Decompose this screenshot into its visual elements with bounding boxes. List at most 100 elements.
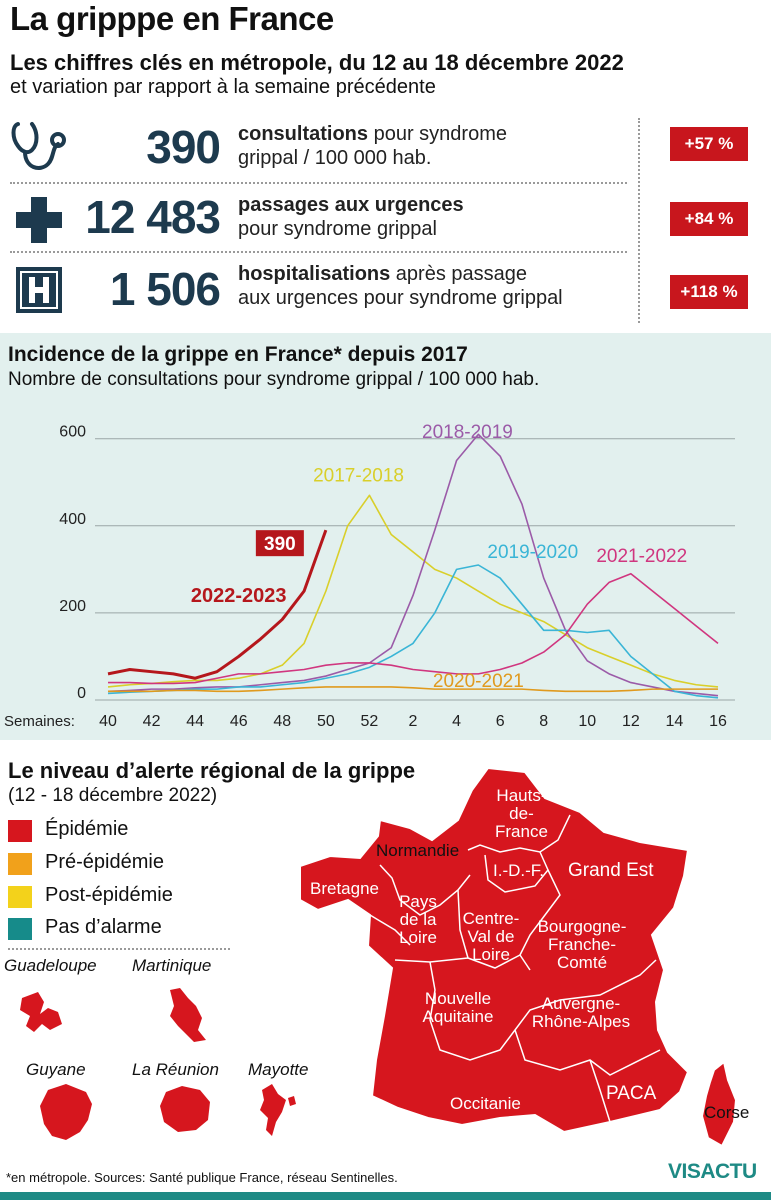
x-tick-label: 40	[99, 713, 117, 730]
region-label-nouvelle-aquitaine: Nouvelle Aquitaine	[412, 990, 504, 1026]
x-tick-label: 4	[452, 713, 461, 730]
current-value-label: 390	[264, 534, 296, 555]
region-label-line: Hauts-	[496, 786, 547, 805]
kpi-urgences-value: 12 483	[85, 191, 221, 243]
x-tick-label: 6	[496, 713, 505, 730]
region-label-centre-val-de-loire: Centre- Val de Loire	[455, 910, 527, 964]
x-tick-label: 12	[622, 713, 640, 730]
x-tick-label: 16	[709, 713, 727, 730]
region-borders	[369, 814, 661, 1123]
visactu-logo: VISACTU	[668, 1160, 757, 1183]
region-label-line: Nouvelle	[424, 989, 492, 1008]
series-label-2019-2020: 2019-2020	[487, 542, 578, 563]
region-label-normandie: Normandie	[376, 841, 460, 860]
medical-cross-icon	[16, 197, 62, 243]
region-label-line: de la	[399, 910, 437, 929]
series-label-2017-2018: 2017-2018	[313, 465, 404, 486]
guyane-shape	[40, 1084, 92, 1140]
kpi-consultations-line2: grippal / 100 000 hab.	[238, 147, 432, 169]
series-line-2022-2023	[107, 529, 328, 680]
kpi-urgences-line2: pour syndrome grippal	[238, 218, 437, 240]
kpi-separator	[10, 182, 627, 184]
region-label-idf: I.-D.-F.	[493, 861, 544, 880]
chart-panel	[0, 333, 771, 740]
kpi-consultations-rest: pour syndrome	[368, 123, 507, 145]
overseas-label-guyane: Guyane	[26, 1060, 86, 1079]
la-reunion-shape	[160, 1086, 210, 1132]
region-label-paca: PACA	[606, 1083, 657, 1104]
kpi-consultations-value: 390	[146, 121, 221, 173]
france-regions-map	[299, 766, 738, 1148]
legend-swatch	[8, 853, 32, 875]
y-tick-label: 400	[59, 511, 86, 528]
kpi-hospitalisations-bold: hospitalisations	[238, 263, 391, 285]
hospital-icon	[16, 267, 62, 313]
x-axis-prefix: Semaines:	[4, 713, 75, 730]
guadeloupe-shape	[20, 992, 62, 1032]
kpi-hospitalisations-change-badge: +118 %	[670, 275, 748, 309]
kpi-hospitalisations-rest: après passage	[390, 263, 528, 285]
x-tick-label: 2	[409, 713, 418, 730]
series-line-2019-2020	[107, 564, 719, 699]
page-title: La gripppe en France	[10, 0, 334, 37]
region-label-grand-est: Grand Est	[568, 860, 654, 881]
kpi-urgences-change-badge: +84 %	[670, 202, 748, 236]
region-label-line: Loire	[472, 945, 510, 964]
region-label-pays-de-la-loire: Pays de la Loire	[388, 893, 448, 947]
x-tick-label: 42	[143, 713, 161, 730]
kpi-hospitalisations-text: hospitalisations après passage aux urgen…	[238, 262, 563, 310]
y-tick-label: 0	[77, 685, 86, 702]
kpi-separator	[10, 251, 627, 253]
series-label-2020-2021: 2020-2021	[433, 671, 524, 692]
series-line-2020-2021	[108, 686, 718, 693]
legend-swatch	[8, 886, 32, 908]
current-value-badge	[255, 530, 304, 557]
x-tick-label: 48	[273, 713, 291, 730]
overseas-label-la-reunion: La Réunion	[132, 1060, 219, 1079]
map-title: Le niveau d’alerte régional de la grippe	[8, 758, 416, 783]
region-label-line: Aquitaine	[422, 1007, 494, 1026]
series-line-2021-2022	[108, 572, 719, 685]
martinique-shape	[170, 988, 206, 1042]
region-label-hauts-de-france: Hauts- de- France	[495, 787, 548, 841]
x-tick-label: 8	[539, 713, 548, 730]
region-label-line: Auvergne-	[541, 994, 621, 1013]
x-tick-label: 10	[578, 713, 596, 730]
overseas-label-martinique: Martinique	[132, 956, 212, 975]
region-label-line: France	[495, 822, 548, 841]
region-label-line: Val de	[467, 927, 515, 946]
legend-label: Post-épidémie	[45, 884, 173, 906]
y-tick-label: 200	[59, 598, 86, 615]
kpi-consultations-change-badge: +57 %	[670, 127, 748, 161]
x-tick-label: 44	[186, 713, 204, 730]
kpi-hospitalisations-line2: aux urgences pour syndrome grippal	[238, 287, 563, 309]
legend-label: Pas d’alarme	[45, 916, 162, 938]
kpi-consultations-bold: consultations	[238, 123, 369, 145]
region-label-line: Pays	[399, 892, 437, 911]
overseas-label-mayotte: Mayotte	[248, 1060, 309, 1079]
page-subtitle: Les chiffres clés en métropole, du 12 au…	[10, 50, 624, 75]
series-line-2018-2019	[107, 433, 719, 697]
kpi-urgences-text: passages aux urgences pour syndrome grip…	[238, 193, 464, 241]
region-label-line: Franche-	[547, 935, 617, 954]
map-subtitle: (12 - 18 décembre 2022)	[8, 785, 218, 806]
y-tick-label: 600	[59, 424, 86, 441]
kpi-consultations-text: consultations pour syndrome grippal / 10…	[238, 122, 507, 170]
region-label-line: de-	[509, 804, 534, 823]
chart-title: Incidence de la grippe en France* depuis…	[8, 343, 468, 366]
series-label-2022-2023: 2022-2023	[191, 585, 287, 607]
bottom-bar	[0, 1192, 771, 1200]
legend-swatch	[8, 820, 32, 842]
region-label-line: Bourgogne-	[537, 917, 627, 936]
region-label-line: Centre-	[462, 909, 520, 928]
region-label-line: Rhône-Alpes	[531, 1012, 631, 1031]
legend-label: Épidémie	[45, 818, 129, 840]
legend-separator	[8, 948, 230, 950]
kpi-vertical-separator	[638, 118, 640, 323]
metropolitan-france-shape	[299, 766, 690, 1134]
kpi-urgences-bold: passages aux urgences	[238, 194, 464, 216]
region-label-corse: Corse	[704, 1103, 750, 1122]
region-label-bourgogne-franche-comte: Bourgogne- Franche- Comté	[532, 918, 632, 972]
region-label-auvergne-rhone-alpes: Auvergne- Rhône-Alpes	[522, 995, 640, 1031]
